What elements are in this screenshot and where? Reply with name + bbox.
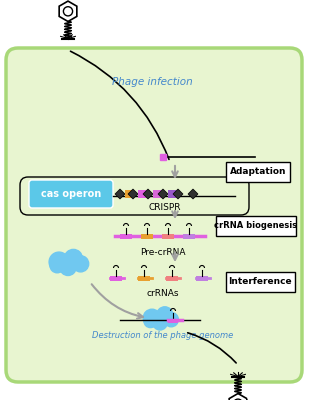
Text: cas operon: cas operon	[41, 189, 101, 199]
Text: Pre-crRNA: Pre-crRNA	[140, 248, 186, 257]
Polygon shape	[173, 189, 183, 199]
FancyBboxPatch shape	[168, 190, 176, 198]
Circle shape	[164, 312, 178, 327]
Circle shape	[144, 315, 157, 328]
Polygon shape	[158, 189, 168, 199]
Text: crRNAs: crRNAs	[147, 289, 179, 298]
Circle shape	[49, 252, 69, 272]
Circle shape	[64, 250, 82, 267]
FancyBboxPatch shape	[226, 272, 295, 292]
FancyBboxPatch shape	[168, 319, 178, 323]
Polygon shape	[128, 189, 138, 199]
Circle shape	[50, 258, 64, 273]
Text: CRISPR: CRISPR	[149, 203, 181, 212]
FancyBboxPatch shape	[216, 216, 296, 236]
Circle shape	[157, 307, 173, 323]
Circle shape	[73, 256, 89, 272]
Circle shape	[143, 309, 161, 327]
FancyBboxPatch shape	[120, 234, 132, 239]
FancyBboxPatch shape	[125, 190, 133, 198]
FancyBboxPatch shape	[166, 276, 178, 281]
FancyBboxPatch shape	[110, 276, 122, 281]
FancyBboxPatch shape	[138, 190, 146, 198]
Text: Interference: Interference	[228, 278, 292, 286]
FancyBboxPatch shape	[162, 234, 174, 239]
Polygon shape	[115, 189, 125, 199]
FancyBboxPatch shape	[29, 180, 113, 208]
Circle shape	[153, 316, 167, 330]
FancyBboxPatch shape	[183, 234, 195, 239]
Text: Destruction of the phage genome: Destruction of the phage genome	[92, 330, 234, 340]
FancyBboxPatch shape	[141, 234, 153, 239]
FancyBboxPatch shape	[153, 190, 161, 198]
FancyBboxPatch shape	[196, 276, 208, 281]
Text: Phage infection: Phage infection	[112, 77, 193, 87]
Text: crRNA biogenesis: crRNA biogenesis	[215, 222, 298, 230]
Polygon shape	[188, 189, 198, 199]
FancyBboxPatch shape	[226, 162, 290, 182]
Text: Adaptation: Adaptation	[230, 168, 286, 176]
Circle shape	[60, 259, 76, 276]
FancyBboxPatch shape	[6, 48, 302, 382]
FancyBboxPatch shape	[138, 276, 150, 281]
Polygon shape	[143, 189, 153, 199]
